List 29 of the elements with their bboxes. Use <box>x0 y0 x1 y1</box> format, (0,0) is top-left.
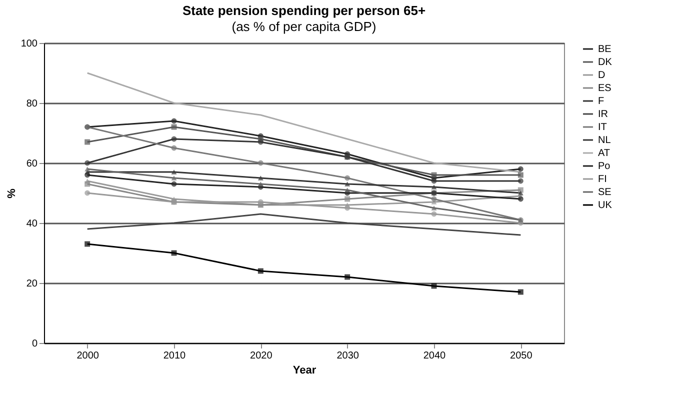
x-tick-label: 2040 <box>423 350 446 362</box>
y-tick-label: 40 <box>26 218 38 230</box>
legend-label: D <box>598 70 606 81</box>
x-tick-label: 2020 <box>250 350 273 362</box>
legend-label: ES <box>598 83 612 94</box>
legend-label: SE <box>598 187 612 198</box>
x-axis-title: Year <box>292 364 317 376</box>
y-tick-label: 0 <box>32 338 38 350</box>
y-axis-title: % <box>6 188 18 198</box>
legend-label: Po <box>598 161 611 172</box>
legend-label: BE <box>598 44 612 55</box>
x-tick-label: 2000 <box>76 350 100 362</box>
y-tick-label: 60 <box>26 158 38 170</box>
legend-label: IT <box>598 122 607 133</box>
legend-label: NL <box>598 135 612 146</box>
chart-subtitle: (as % of per capita GDP) <box>232 19 376 34</box>
y-tick-label: 80 <box>26 98 38 110</box>
legend-label: FI <box>598 174 607 185</box>
legend-label: DK <box>598 57 612 68</box>
x-tick-label: 2010 <box>163 350 186 362</box>
y-tick-label: 100 <box>20 38 38 50</box>
legend-label: F <box>598 96 604 107</box>
chart-title: State pension spending per person 65+ <box>182 3 426 18</box>
x-tick-label: 2030 <box>336 350 360 362</box>
y-tick-label: 20 <box>26 278 38 290</box>
legend-label: IR <box>598 109 608 120</box>
legend-label: UK <box>598 200 612 211</box>
x-tick-label: 2050 <box>510 350 533 362</box>
legend-label: AT <box>598 148 610 159</box>
